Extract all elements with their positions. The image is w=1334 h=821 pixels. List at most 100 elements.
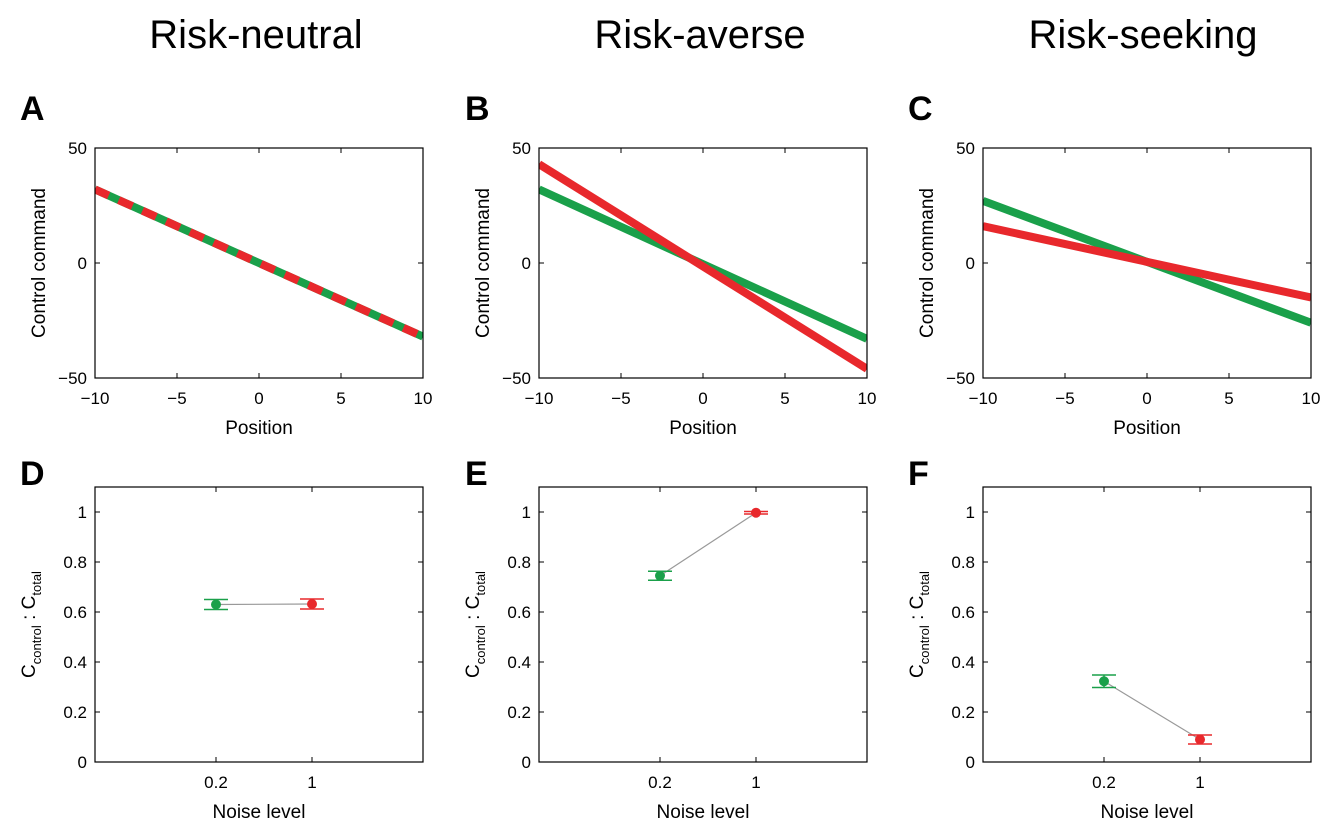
x-tick-label: 0 — [698, 389, 707, 408]
y-tick-label: 0 — [78, 254, 87, 273]
series-line-red — [983, 222, 1311, 302]
y-tick-label: 1 — [522, 503, 531, 522]
plot-frame — [538, 486, 868, 763]
panel-letter-d: D — [20, 455, 45, 493]
x-tick-label: −10 — [81, 389, 110, 408]
x-tick-label: −5 — [1055, 389, 1074, 408]
data-point-red — [751, 507, 761, 518]
x-tick-label: 0.2 — [648, 773, 672, 792]
connector-line — [659, 512, 757, 577]
y-tick-label: 0.8 — [951, 553, 975, 572]
x-axis-label: Position — [669, 418, 737, 439]
x-tick-label: 1 — [751, 773, 760, 792]
data-point-red — [1195, 734, 1205, 745]
panel-letter-a: A — [20, 90, 45, 128]
y-tick-label: −50 — [58, 369, 87, 388]
connector-line — [1103, 680, 1201, 741]
y-axis-label-part: : C — [19, 596, 40, 626]
x-tick-label: 5 — [780, 389, 789, 408]
y-axis-label: Ccontrol : Ctotal — [907, 571, 932, 678]
y-tick-label: 0.8 — [63, 553, 87, 572]
x-tick-label: 1 — [1195, 773, 1204, 792]
y-axis-label-part: C — [19, 664, 40, 678]
y-axis-label-part: C — [907, 664, 928, 678]
connector-line — [215, 603, 313, 606]
y-axis-label-part: C — [463, 664, 484, 678]
x-tick-label: 10 — [414, 389, 433, 408]
series-group — [983, 197, 1311, 327]
y-tick-label: 1 — [78, 503, 87, 522]
y-axis-label-subscript: total — [473, 571, 488, 596]
y-tick-label: 0 — [966, 254, 975, 273]
data-point-red — [307, 599, 317, 609]
y-tick-label: −50 — [946, 369, 975, 388]
y-axis-label: Control command — [29, 188, 50, 338]
y-tick-label: 0.4 — [951, 653, 975, 672]
y-tick-label: 0 — [522, 753, 531, 772]
y-axis-label-part: : C — [463, 596, 484, 626]
x-tick-label: −5 — [611, 389, 630, 408]
x-axis-label: Noise level — [1101, 802, 1194, 821]
data-point-green — [1099, 676, 1109, 687]
y-axis-label-subscript: control — [29, 625, 44, 664]
y-tick-label: 0 — [522, 254, 531, 273]
y-tick-label: 0.6 — [63, 603, 87, 622]
x-tick-label: 10 — [1302, 389, 1321, 408]
data-point-green — [655, 570, 665, 581]
y-tick-label: 50 — [956, 139, 975, 158]
y-tick-label: 0.4 — [507, 653, 531, 672]
y-tick-label: 0 — [966, 753, 975, 772]
y-tick-label: 1 — [966, 503, 975, 522]
panel-letter-c: C — [908, 90, 933, 128]
x-tick-label: 0 — [254, 389, 263, 408]
y-tick-label: 0.2 — [63, 703, 87, 722]
x-tick-label: 5 — [1224, 389, 1233, 408]
series-group — [539, 160, 867, 373]
y-tick-label: 50 — [68, 139, 87, 158]
y-tick-label: 0.2 — [507, 703, 531, 722]
y-tick-label: 50 — [512, 139, 531, 158]
y-axis-label-subscript: control — [473, 625, 488, 664]
y-tick-label: −50 — [502, 369, 531, 388]
column-title-risk-neutral: Risk-neutral — [149, 13, 362, 57]
y-axis-label: Control command — [473, 188, 494, 338]
x-axis-label: Position — [1113, 418, 1181, 439]
y-axis-label: Control command — [917, 188, 938, 338]
x-axis-label: Noise level — [213, 802, 306, 821]
x-tick-label: −10 — [525, 389, 554, 408]
y-tick-label: 0.6 — [507, 603, 531, 622]
x-tick-label: 5 — [336, 389, 345, 408]
series-line-red — [95, 185, 423, 341]
y-tick-label: 0 — [78, 753, 87, 772]
x-tick-label: 0.2 — [204, 773, 228, 792]
panel-letter-b: B — [465, 90, 490, 128]
y-axis-label-subscript: control — [917, 625, 932, 664]
column-title-risk-seeking: Risk-seeking — [1029, 13, 1258, 57]
panel-letter-e: E — [465, 455, 488, 493]
y-axis-label-subscript: total — [917, 571, 932, 596]
x-tick-label: −5 — [167, 389, 186, 408]
panel-letter-f: F — [908, 455, 929, 493]
y-axis-label: Ccontrol : Ctotal — [19, 571, 44, 678]
y-axis-label: Ccontrol : Ctotal — [463, 571, 488, 678]
x-tick-label: 10 — [858, 389, 877, 408]
plot-frame — [982, 486, 1312, 763]
data-point-green — [211, 599, 221, 610]
x-tick-label: −10 — [969, 389, 998, 408]
y-tick-label: 0.4 — [63, 653, 87, 672]
x-axis-label: Position — [225, 418, 293, 439]
series-group — [95, 185, 423, 341]
x-tick-label: 0.2 — [1092, 773, 1116, 792]
x-tick-label: 1 — [307, 773, 316, 792]
y-axis-label-subscript: total — [29, 571, 44, 596]
y-axis-label-part: : C — [907, 596, 928, 626]
y-tick-label: 0.8 — [507, 553, 531, 572]
y-tick-label: 0.6 — [951, 603, 975, 622]
y-tick-label: 0.2 — [951, 703, 975, 722]
